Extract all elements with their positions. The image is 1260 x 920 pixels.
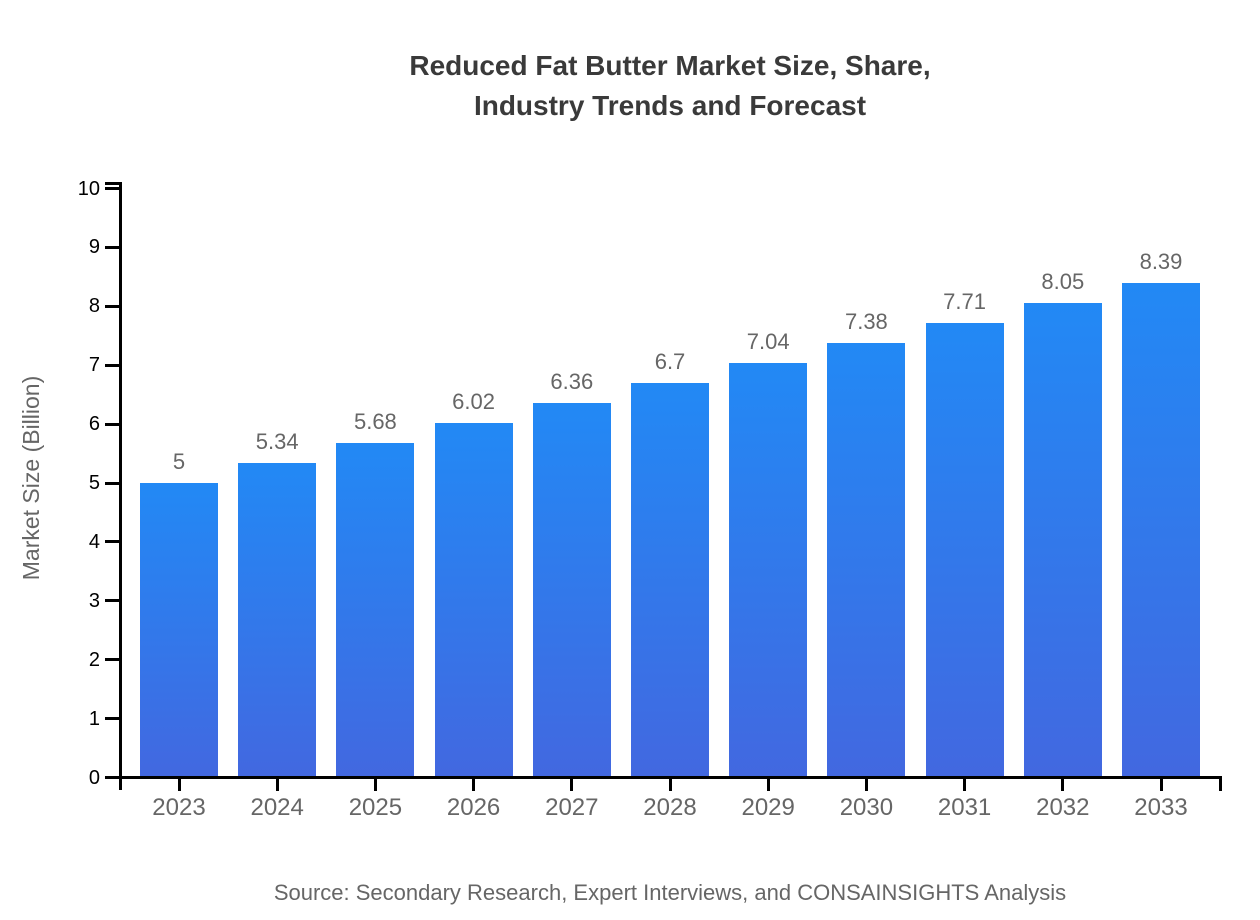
bar-value-label: 7.04 (746, 328, 790, 354)
y-tick-label: 4 (88, 530, 100, 553)
bar-value-label: 8.05 (1041, 269, 1085, 295)
bar-value-label: 5.68 (353, 408, 397, 434)
bar (631, 382, 709, 776)
x-tick (177, 779, 181, 791)
bar (729, 362, 808, 776)
x-tick (963, 779, 967, 791)
bar-value-label: 5 (172, 449, 186, 474)
y-tick (105, 245, 119, 249)
y-tick (105, 304, 119, 308)
x-tick-label: 2024 (250, 794, 304, 821)
x-tick-label: 2029 (741, 794, 795, 821)
x-tick (1061, 779, 1065, 791)
y-axis-line (119, 182, 122, 790)
bar-value-label: 6.36 (550, 368, 594, 394)
x-tick (570, 779, 574, 791)
bar (925, 323, 1004, 776)
chart-title: Reduced Fat Butter Market Size, Share, I… (409, 50, 931, 121)
y-tick-label: 6 (88, 413, 100, 436)
y-tick (105, 658, 119, 662)
x-tick (864, 779, 868, 791)
y-axis-title: Market Size (Billion) (18, 375, 44, 581)
bar (140, 483, 218, 776)
bar (1122, 283, 1200, 776)
bar-value-label: 6.02 (452, 388, 495, 414)
bar (1023, 303, 1102, 776)
bar-value-label: 8.39 (1139, 249, 1183, 275)
y-tick-label: 10 (77, 177, 100, 200)
bar (336, 442, 415, 776)
bar-value-label: 7.38 (844, 308, 888, 334)
bar-value-label: 6.7 (654, 348, 686, 374)
x-tick-label: 2031 (937, 794, 992, 821)
y-tick-label: 2 (88, 648, 100, 671)
bar (827, 342, 906, 776)
y-tick-label: 5 (88, 472, 100, 494)
x-tick (472, 779, 476, 791)
y-tick-label: 0 (88, 766, 100, 789)
y-tick-label: 1 (88, 707, 100, 730)
x-axis-end-tick (1219, 776, 1222, 791)
x-tick (766, 779, 770, 791)
y-tick (105, 422, 119, 426)
y-tick (105, 481, 119, 485)
x-tick (275, 779, 279, 791)
x-tick (373, 779, 377, 791)
y-tick (105, 599, 119, 603)
x-axis-line (119, 776, 1222, 779)
y-tick-label: 3 (88, 589, 100, 612)
bar-value-label: 5.34 (255, 428, 299, 454)
bar (238, 462, 317, 776)
x-tick-label: 2030 (839, 794, 894, 821)
source-note: Source: Secondary Research, Expert Inter… (273, 880, 1067, 905)
y-tick (105, 540, 119, 544)
bar (532, 402, 611, 776)
y-axis-cap-tick (105, 182, 119, 185)
y-tick (105, 776, 119, 779)
bar-value-label: 7.71 (943, 289, 986, 315)
x-tick-label: 2032 (1036, 794, 1090, 821)
y-tick (105, 717, 119, 721)
x-tick (1159, 779, 1163, 791)
y-tick-label: 8 (88, 295, 100, 318)
y-tick-label: 9 (88, 236, 100, 259)
x-tick-label: 2026 (446, 794, 501, 821)
x-tick-label: 2025 (348, 794, 403, 821)
y-tick-label: 7 (88, 354, 100, 377)
bar (434, 422, 513, 776)
x-tick (668, 779, 672, 791)
x-tick-label: 2027 (545, 794, 599, 821)
x-tick-label: 2023 (152, 794, 206, 821)
y-tick (105, 187, 119, 190)
x-tick-label: 2033 (1134, 794, 1188, 821)
y-tick (105, 363, 119, 367)
x-tick-label: 2028 (643, 794, 697, 821)
